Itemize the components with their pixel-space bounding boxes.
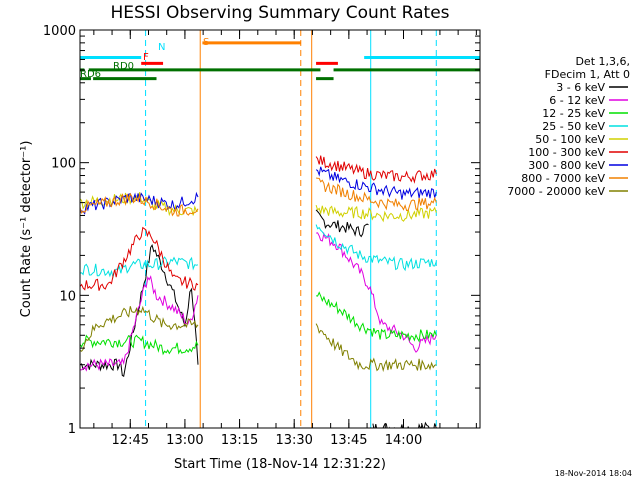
series-line-8-seg-0 [80, 305, 199, 352]
series-line-5-seg-1 [315, 155, 437, 184]
series-line-3-seg-0 [80, 256, 199, 279]
series-line-4-seg-1 [315, 204, 437, 223]
y-tick-label-2: 100 [51, 157, 76, 172]
legend-label-5: 100 - 300 keV [528, 146, 605, 159]
series-line-3-seg-1 [315, 224, 437, 272]
flag-label-n: N [158, 42, 165, 53]
plot-frame [79, 29, 481, 429]
x-tick-label-5: 14:00 [385, 433, 422, 448]
legend-header-1: FDecim 1, Att 0 [545, 68, 630, 81]
flag-label-f: F [143, 52, 149, 63]
x-tick-label-4: 13:45 [330, 433, 367, 448]
chart-title: HESSI Observing Summary Count Rates [110, 3, 449, 23]
x-axis-label: Start Time (18-Nov-14 12:31:22) [174, 457, 386, 472]
series-line-8-seg-1 [315, 323, 437, 373]
x-tick-label-1: 13:00 [166, 433, 203, 448]
series-line-7-seg-1 [316, 177, 437, 212]
series-line-5-seg-0 [80, 226, 199, 291]
flag-label-s: S [203, 37, 209, 48]
legend-label-1: 6 - 12 keV [549, 94, 605, 107]
series-line-2-seg-0 [80, 334, 199, 356]
plot-area: NF S RD0 RD6 [80, 30, 480, 428]
x-tick-label-3: 13:30 [275, 433, 312, 448]
y-axis-label: Count Rate (s⁻¹ detector⁻¹) [19, 141, 34, 318]
series-line-6-seg-1 [315, 166, 437, 200]
series-line-0-seg-0 [80, 243, 199, 377]
legend-label-7: 800 - 7000 keV [521, 172, 605, 185]
series-line-0-seg-1 [315, 209, 369, 238]
series-line-1-seg-0 [80, 275, 199, 372]
series-line-7-seg-0 [80, 192, 199, 217]
flag-label-rd0: RD0 [113, 61, 134, 72]
footer-timestamp: 18-Nov-2014 18:04 [555, 469, 632, 478]
series-line-1-seg-1 [315, 231, 437, 353]
series-line-0-seg-2 [372, 421, 437, 428]
legend-label-8: 7000 - 20000 keV [507, 185, 605, 198]
x-tick-label-0: 12:45 [112, 433, 149, 448]
axes: 1 10 100 1000 12:45 13:00 13:15 13:30 13:45 14:00 [43, 24, 480, 448]
x-tick-label-2: 13:15 [221, 433, 258, 448]
series-line-2-seg-1 [316, 291, 437, 343]
y-tick-label-0: 1 [68, 422, 76, 437]
legend-header-0: Det 1,3,6, [575, 55, 630, 68]
legend-label-0: 3 - 6 keV [556, 81, 605, 94]
legend-label-6: 300 - 800 keV [528, 159, 605, 172]
legend-label-4: 50 - 100 keV [535, 133, 605, 146]
legend-label-2: 12 - 25 keV [542, 107, 605, 120]
y-tick-label-3: 1000 [43, 24, 76, 39]
y-tick-label-1: 10 [59, 289, 76, 304]
flag-label-rd6: RD6 [80, 69, 101, 80]
legend-label-3: 25 - 50 keV [542, 120, 605, 133]
